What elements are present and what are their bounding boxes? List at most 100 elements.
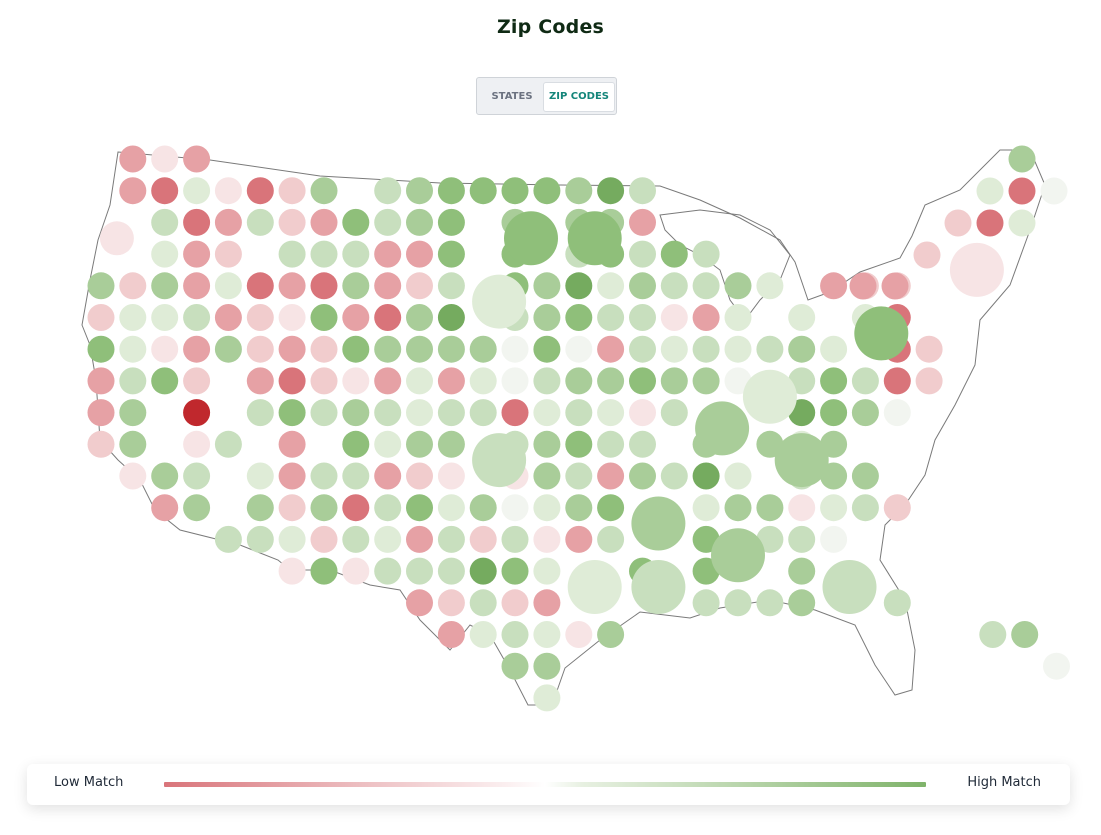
zip-bubble[interactable] [756,272,784,300]
zip-bubble[interactable] [342,399,370,427]
zip-bubble[interactable] [342,430,370,458]
zip-bubble[interactable] [151,367,179,395]
zip-bubble[interactable] [692,304,720,331]
zip-bubble[interactable] [1008,209,1036,237]
zip-bubble[interactable] [278,557,306,585]
zip-bubble[interactable] [501,652,529,680]
zip-bubble[interactable] [437,240,465,268]
zip-bubble[interactable] [246,367,274,395]
zip-bubble[interactable] [597,272,625,300]
zip-bubble-large[interactable] [567,560,622,614]
zip-bubble[interactable] [151,177,179,205]
zip-bubble[interactable] [183,462,211,490]
zip-bubble[interactable] [692,494,720,522]
zip-bubble[interactable] [883,494,911,522]
zip-bubble[interactable] [533,367,561,395]
zip-bubble[interactable] [214,272,242,300]
zip-bubble[interactable] [246,335,274,363]
zip-bubble[interactable] [246,208,274,236]
zip-bubble[interactable] [151,335,179,363]
zip-bubble[interactable] [883,399,911,427]
zip-bubble[interactable] [469,367,497,395]
zip-bubble[interactable] [944,209,972,237]
zip-bubble[interactable] [692,240,720,268]
zip-bubble[interactable] [692,367,720,395]
zip-bubble[interactable] [629,272,656,300]
zip-bubble[interactable] [469,494,497,522]
zip-bubble[interactable] [406,462,433,490]
zip-bubble[interactable] [278,462,306,490]
zip-bubble[interactable] [597,430,625,458]
zip-bubble[interactable] [629,399,656,427]
zip-bubble[interactable] [692,462,720,490]
zip-bubble[interactable] [119,145,147,173]
zip-bubble[interactable] [597,304,625,331]
zip-bubble[interactable] [406,430,433,458]
zip-bubble-large[interactable] [711,528,765,583]
zip-bubble[interactable] [437,177,465,205]
zip-bubble-large[interactable] [472,274,527,329]
zip-bubble[interactable] [820,272,848,300]
zip-bubble[interactable] [246,177,274,205]
zip-bubble[interactable] [119,272,147,300]
zip-bubble[interactable] [565,304,593,331]
zip-bubble[interactable] [851,367,879,395]
zip-bubble[interactable] [597,367,625,395]
zip-bubble[interactable] [756,589,784,617]
zip-bubble[interactable] [119,462,147,490]
zip-bubble[interactable] [724,589,752,617]
zip-bubble[interactable] [374,462,402,490]
zip-bubble[interactable] [501,525,529,553]
zip-bubble[interactable] [469,177,497,205]
zip-bubble[interactable] [437,304,465,331]
zip-bubble[interactable] [310,240,338,268]
zip-bubble[interactable] [278,208,306,236]
zip-bubble-large[interactable] [631,496,686,551]
zip-bubble[interactable] [214,335,242,363]
zip-bubble[interactable] [87,367,115,395]
zip-bubble[interactable] [883,367,911,395]
zip-bubble[interactable] [501,494,529,522]
zip-bubble[interactable] [406,367,433,395]
zip-bubble[interactable] [214,240,242,268]
zip-bubble[interactable] [374,525,402,553]
zip-bubble[interactable] [342,272,370,300]
zip-bubble[interactable] [788,304,816,331]
zip-bubble[interactable] [565,367,593,395]
zip-bubble[interactable] [87,304,115,331]
zip-bubble-large[interactable] [695,401,750,456]
zip-bubble[interactable] [565,621,593,648]
zip-bubble[interactable] [881,272,909,300]
zip-bubble[interactable] [406,177,433,205]
zip-bubble[interactable] [342,335,370,363]
zip-bubble[interactable] [597,335,625,363]
zip-bubble[interactable] [406,208,433,236]
zip-bubble-large[interactable] [99,221,134,256]
zip-bubble[interactable] [629,208,656,236]
zip-bubble[interactable] [406,557,433,585]
zip-bubble-large[interactable] [567,211,622,266]
zip-bubble[interactable] [278,177,306,205]
zip-bubble[interactable] [820,335,848,363]
zip-bubble[interactable] [724,335,752,363]
zip-bubble[interactable] [119,304,147,331]
zip-bubble[interactable] [469,335,497,363]
zip-bubble[interactable] [406,525,433,553]
zip-bubble[interactable] [724,272,752,300]
zip-bubble[interactable] [597,525,625,553]
zip-bubble[interactable] [629,462,656,490]
zip-bubble[interactable] [533,177,561,205]
zip-bubble[interactable] [151,208,179,236]
zip-bubble[interactable] [883,589,911,617]
zip-bubble[interactable] [533,589,561,617]
zip-bubble[interactable] [533,525,561,553]
zip-bubble[interactable] [597,494,625,522]
zip-bubble[interactable] [565,399,593,427]
zip-bubble[interactable] [342,304,370,331]
zip-bubble[interactable] [374,399,402,427]
zip-bubble[interactable] [151,272,179,300]
zip-bubble[interactable] [565,525,593,553]
zip-bubble[interactable] [533,557,561,585]
zip-bubble-large[interactable] [504,211,558,266]
zip-bubble[interactable] [310,557,338,585]
